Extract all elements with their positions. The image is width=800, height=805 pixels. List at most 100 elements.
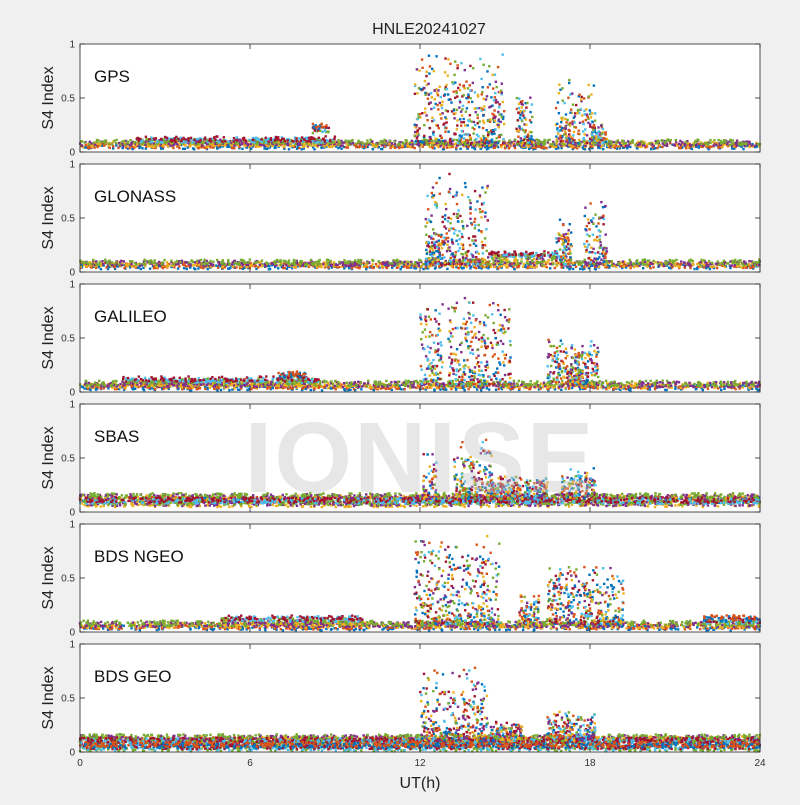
data-point [162, 145, 164, 147]
data-point [372, 267, 374, 269]
data-point [247, 144, 249, 146]
data-point [435, 182, 437, 184]
data-point [501, 92, 503, 94]
data-point [459, 118, 461, 120]
data-point [517, 141, 519, 143]
data-point [666, 145, 668, 147]
data-point [519, 110, 521, 112]
data-point [652, 266, 654, 268]
data-point [622, 260, 624, 262]
data-point [548, 259, 550, 261]
data-point [164, 141, 166, 143]
data-point [479, 58, 481, 60]
data-point [736, 140, 738, 142]
data-point [467, 96, 469, 98]
data-point [561, 143, 563, 145]
data-point [408, 145, 410, 147]
data-point [319, 130, 321, 132]
data-point [266, 148, 268, 150]
data-point [339, 141, 341, 143]
data-point [491, 144, 493, 146]
data-point [504, 145, 506, 147]
data-point [704, 261, 706, 263]
data-point [204, 262, 206, 264]
data-point [463, 142, 465, 144]
data-point [558, 84, 560, 86]
data-point [394, 147, 396, 149]
data-point [505, 266, 507, 268]
data-point [642, 259, 644, 261]
data-point [584, 133, 586, 135]
data-point [337, 147, 339, 149]
data-point [591, 112, 593, 114]
data-point [435, 142, 437, 144]
data-point [482, 108, 484, 110]
data-point [460, 253, 462, 255]
data-point [503, 110, 505, 112]
data-point [493, 262, 495, 264]
data-point [184, 138, 186, 140]
data-point [525, 118, 527, 120]
data-point [347, 140, 349, 142]
data-point [130, 263, 132, 265]
data-point [752, 261, 754, 263]
data-point [414, 263, 416, 265]
data-point [438, 265, 440, 267]
data-point [389, 147, 391, 149]
data-point [174, 261, 176, 263]
data-point [579, 260, 581, 262]
data-point [708, 260, 710, 262]
data-point [467, 119, 469, 121]
data-point [508, 253, 510, 255]
data-point [242, 264, 244, 266]
data-point [572, 104, 574, 106]
data-point [459, 247, 461, 249]
data-point [698, 146, 700, 148]
data-point [541, 141, 543, 143]
data-point [462, 85, 464, 87]
data-point [642, 267, 644, 269]
data-point [586, 114, 588, 116]
data-point [467, 124, 469, 126]
data-point [520, 137, 522, 139]
data-point [601, 133, 603, 135]
data-point [423, 138, 425, 140]
data-point [652, 145, 654, 147]
data-point [311, 138, 313, 140]
data-point [207, 145, 209, 147]
data-point [456, 128, 458, 130]
data-point [499, 262, 501, 264]
data-point [582, 138, 584, 140]
data-point [131, 260, 133, 262]
data-point [322, 263, 324, 265]
data-point [590, 116, 592, 118]
data-point [456, 144, 458, 146]
data-point [483, 122, 485, 124]
data-point [300, 140, 302, 142]
data-point [348, 261, 350, 263]
data-point [586, 134, 588, 136]
data-point [628, 144, 630, 146]
data-point [460, 121, 462, 123]
data-point [477, 263, 479, 265]
data-point [515, 259, 517, 261]
data-point [723, 260, 725, 262]
data-point [543, 265, 545, 267]
data-point [193, 139, 195, 141]
data-point [282, 267, 284, 269]
data-point [227, 141, 229, 143]
data-point [591, 134, 593, 136]
data-point [261, 259, 263, 261]
data-point [313, 126, 315, 128]
data-point [470, 142, 472, 144]
data-point [715, 263, 717, 265]
data-point [445, 84, 447, 86]
data-point [459, 89, 461, 91]
data-point [491, 252, 493, 254]
data-point [514, 147, 516, 149]
data-point [618, 262, 620, 264]
data-point [494, 96, 496, 98]
data-point [481, 139, 483, 141]
data-point [734, 264, 736, 266]
data-point [389, 140, 391, 142]
